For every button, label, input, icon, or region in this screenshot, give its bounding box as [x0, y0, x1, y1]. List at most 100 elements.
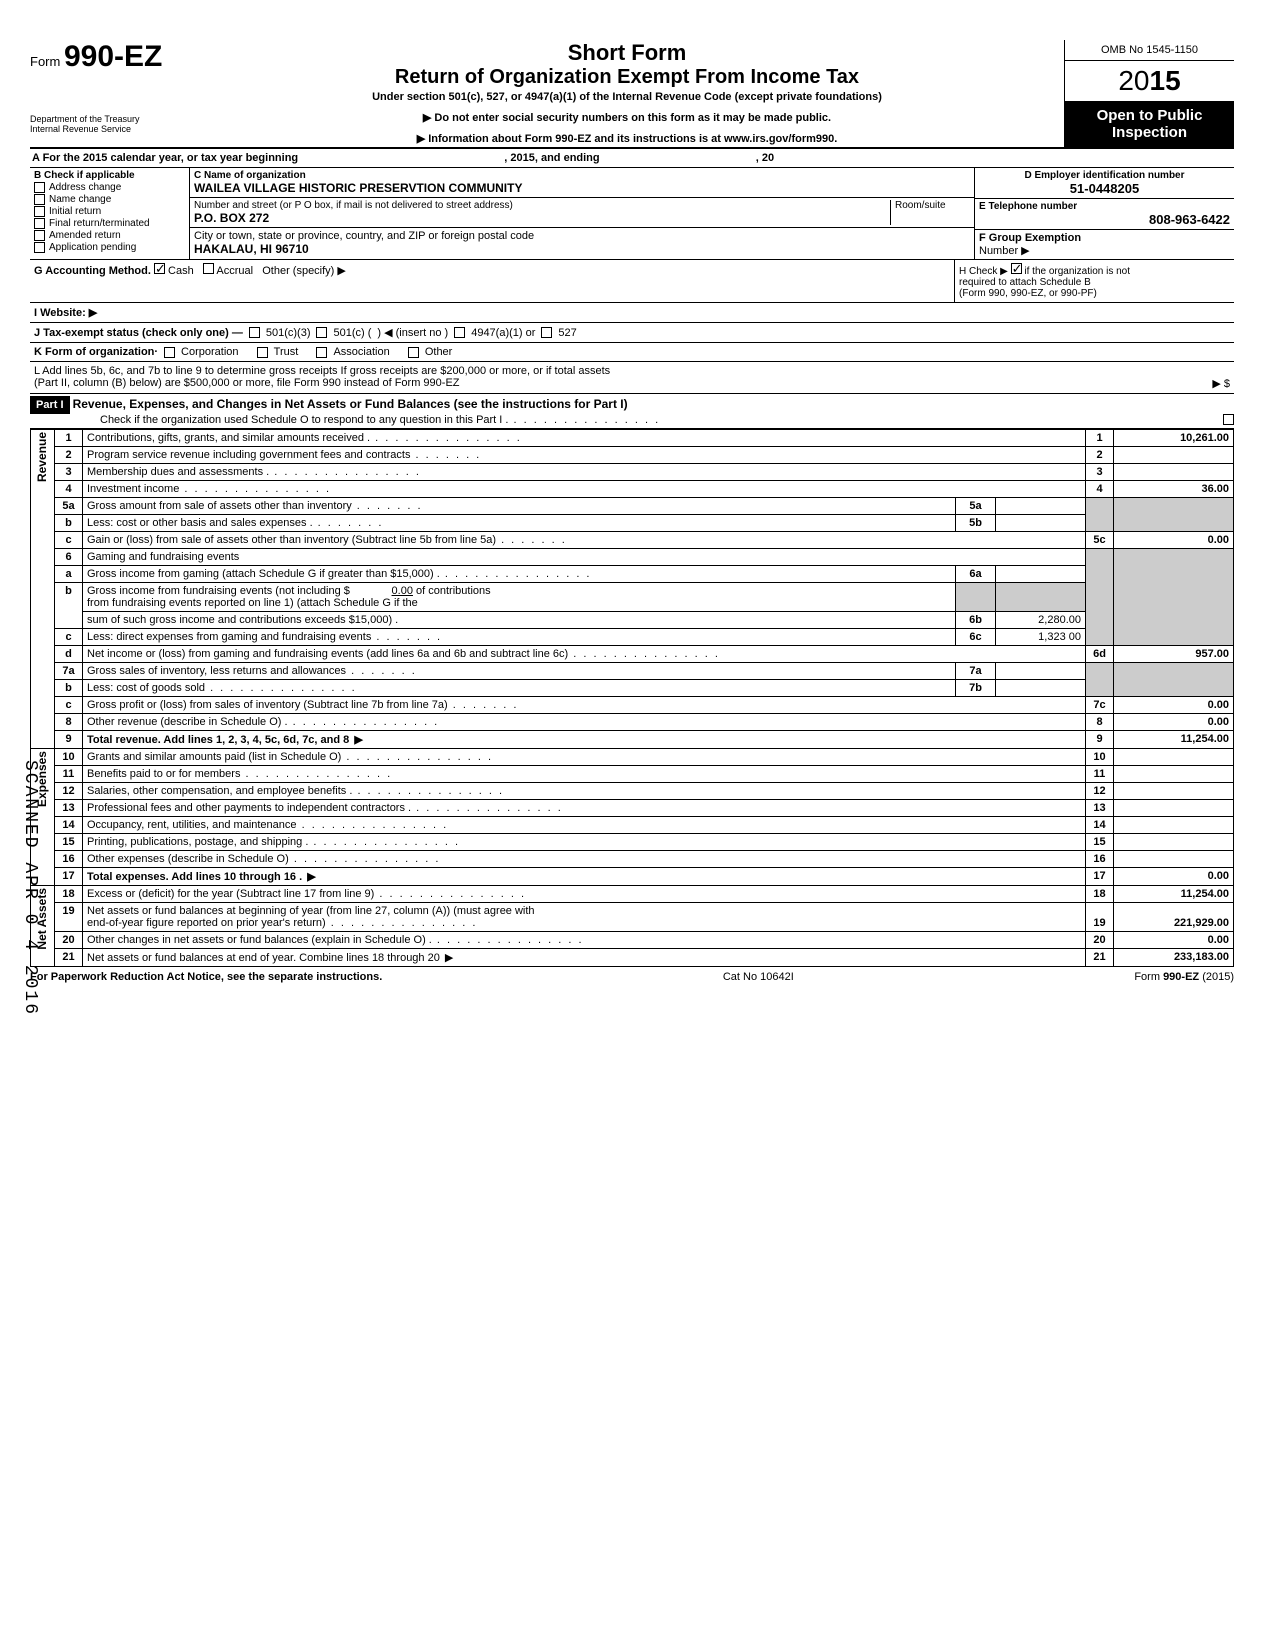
- checkbox-h[interactable]: [1011, 263, 1022, 274]
- line-h: H Check ▶ if the organization is not req…: [954, 260, 1234, 302]
- ln-19: 19: [55, 903, 83, 932]
- rn-2: 2: [1086, 447, 1114, 464]
- sn-5a: 5a: [956, 498, 996, 515]
- line-a-mid: , 2015, and ending: [504, 152, 599, 164]
- sv-7b: [996, 680, 1086, 697]
- val-20: 0.00: [1114, 932, 1234, 949]
- desc-4: Investment income: [83, 481, 1086, 498]
- year-prefix: 20: [1118, 65, 1149, 96]
- checkbox-cash[interactable]: [154, 263, 165, 274]
- right-cell: OMB No 1545-1150 2015 Open to Public Ins…: [1064, 40, 1234, 147]
- val-17: 0.00: [1114, 868, 1234, 886]
- checkbox-part1[interactable]: [1223, 414, 1234, 425]
- desc-21: Net assets or fund balances at end of ye…: [83, 949, 1086, 967]
- rn-20: 20: [1086, 932, 1114, 949]
- rn-16: 16: [1086, 851, 1114, 868]
- line-h-2: if the organization is not: [1024, 266, 1130, 277]
- desc-17: Total expenses. Add lines 10 through 16 …: [83, 868, 1086, 886]
- val-19: 221,929.00: [1114, 903, 1234, 932]
- room-label: Room/suite: [890, 200, 970, 225]
- checkbox-527[interactable]: [541, 327, 552, 338]
- desc-15: Printing, publications, postage, and shi…: [83, 834, 1086, 851]
- desc-3: Membership dues and assessments .: [83, 464, 1086, 481]
- desc-6c: Less: direct expenses from gaming and fu…: [83, 629, 956, 646]
- desc-8: Other revenue (describe in Schedule O) .: [83, 714, 1086, 731]
- val-3: [1114, 464, 1234, 481]
- ln-9: 9: [55, 731, 83, 749]
- checkbox-final[interactable]: [34, 218, 45, 229]
- line-h-1: H Check ▶: [959, 266, 1008, 277]
- dept-treasury: Department of the Treasury: [30, 114, 180, 124]
- rn-15: 15: [1086, 834, 1114, 851]
- rn-10: 10: [1086, 749, 1114, 766]
- ln-1: 1: [55, 430, 83, 447]
- line-a-prefix: A For the 2015 calendar year, or tax yea…: [32, 152, 298, 164]
- checkbox-501c[interactable]: [316, 327, 327, 338]
- opt-527: 527: [558, 327, 576, 339]
- checkbox-accrual[interactable]: [203, 263, 214, 274]
- footer: For Paperwork Reduction Act Notice, see …: [30, 967, 1234, 987]
- sv-6c: 1,323 00: [996, 629, 1086, 646]
- val-13: [1114, 800, 1234, 817]
- line-g: G Accounting Method. Cash Accrual Other …: [30, 260, 954, 302]
- opt-other-specify: Other (specify) ▶: [262, 265, 346, 277]
- val-8: 0.00: [1114, 714, 1234, 731]
- tax-year: 2015: [1065, 61, 1234, 101]
- opt-cash: Cash: [168, 265, 194, 277]
- city-value: HAKALAU, HI 96710: [194, 242, 970, 256]
- ln-6c: c: [55, 629, 83, 646]
- box-e-label: E Telephone number: [979, 201, 1230, 212]
- desc-6d: Net income or (loss) from gaming and fun…: [83, 646, 1086, 663]
- form-number-text: 990-EZ: [64, 40, 162, 73]
- val-6b-contrib: 0.00: [353, 585, 413, 597]
- val-14: [1114, 817, 1234, 834]
- val-6d: 957.00: [1114, 646, 1234, 663]
- checkbox-amended[interactable]: [34, 230, 45, 241]
- checkbox-pending[interactable]: [34, 242, 45, 253]
- checkbox-initial[interactable]: [34, 206, 45, 217]
- checkbox-trust[interactable]: [257, 347, 268, 358]
- open-public-2: Inspection: [1069, 124, 1230, 141]
- ln-7b: b: [55, 680, 83, 697]
- checkbox-4947[interactable]: [454, 327, 465, 338]
- line-l-arrow: ▶ $: [1212, 377, 1230, 390]
- revenue-label: Revenue: [31, 430, 55, 749]
- line-l-1: L Add lines 5b, 6c, and 7b to line 9 to …: [34, 365, 1230, 377]
- street-label: Number and street (or P O box, if mail i…: [194, 200, 890, 211]
- opt-assoc: Association: [333, 346, 389, 358]
- line-a-suffix: , 20: [756, 152, 774, 164]
- sv-6a: [996, 566, 1086, 583]
- ln-5c: c: [55, 532, 83, 549]
- ln-15: 15: [55, 834, 83, 851]
- sn-7a: 7a: [956, 663, 996, 680]
- open-public-1: Open to Public: [1069, 107, 1230, 124]
- scanned-stamp: SCANNED APR 0 4 2016: [20, 760, 40, 1016]
- opt-501c-b: ) ◀ (insert no ): [377, 326, 448, 339]
- checkbox-assoc[interactable]: [316, 347, 327, 358]
- opt-4947: 4947(a)(1) or: [471, 327, 535, 339]
- line-j-label: J Tax-exempt status (check only one) —: [34, 327, 243, 339]
- val-10: [1114, 749, 1234, 766]
- city-label: City or town, state or province, country…: [194, 230, 970, 242]
- arrow-line-2: Information about Form 990-EZ and its in…: [190, 132, 1064, 145]
- rn-12: 12: [1086, 783, 1114, 800]
- box-de: D Employer identification number 51-0448…: [974, 168, 1234, 259]
- open-public-badge: Open to Public Inspection: [1065, 101, 1234, 147]
- desc-11: Benefits paid to or for members: [83, 766, 1086, 783]
- ln-16: 16: [55, 851, 83, 868]
- checkbox-other-org[interactable]: [408, 347, 419, 358]
- city-row: City or town, state or province, country…: [190, 228, 974, 258]
- val-15: [1114, 834, 1234, 851]
- desc-5c: Gain or (loss) from sale of assets other…: [83, 532, 1086, 549]
- ln-10: 10: [55, 749, 83, 766]
- checkbox-address[interactable]: [34, 182, 45, 193]
- checkbox-corp[interactable]: [164, 347, 175, 358]
- line-h-3: required to attach Schedule B: [959, 277, 1091, 288]
- opt-other-org: Other: [425, 346, 453, 358]
- opt-amended: Amended return: [49, 230, 121, 241]
- desc-6b-1: Gross income from fundraising events (no…: [83, 583, 956, 612]
- checkbox-501c3[interactable]: [249, 327, 260, 338]
- checkbox-name[interactable]: [34, 194, 45, 205]
- dept-irs: Internal Revenue Service: [30, 124, 180, 134]
- desc-19: Net assets or fund balances at beginning…: [83, 903, 1086, 932]
